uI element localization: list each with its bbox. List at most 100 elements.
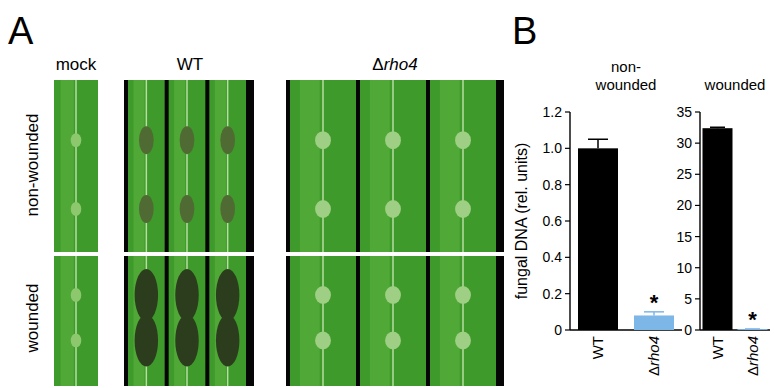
leaf	[290, 80, 356, 252]
leaf-highlight	[215, 80, 226, 252]
lesion	[175, 269, 198, 321]
y-axis	[569, 112, 570, 330]
text-part: Δ	[372, 55, 383, 74]
y-tick-label: 35	[676, 104, 692, 120]
lesion	[175, 315, 198, 367]
photo-background	[286, 256, 504, 386]
lesion	[315, 131, 331, 149]
y-tick-label: 0.4	[543, 249, 563, 265]
text-part: rho4	[645, 336, 662, 366]
lesion	[220, 195, 235, 223]
y-tick	[695, 205, 700, 206]
leaf-midrib	[392, 80, 394, 252]
y-tick	[565, 148, 570, 149]
leaf-highlight	[134, 80, 145, 252]
lesion	[385, 332, 401, 350]
lesion	[385, 200, 401, 218]
lesion	[315, 332, 331, 350]
leaf	[360, 256, 426, 386]
y-tick	[565, 111, 570, 112]
photo-background	[286, 80, 504, 252]
leaf	[128, 80, 165, 252]
y-tick-label: 5	[684, 291, 692, 307]
bar	[634, 315, 674, 330]
lesion	[216, 269, 239, 321]
leaf-highlight	[440, 80, 460, 252]
leaf-midrib	[462, 256, 464, 386]
panel-label: A	[8, 10, 34, 52]
y-tick	[565, 293, 570, 294]
lesion	[135, 315, 158, 367]
lesion	[71, 334, 82, 348]
panel-label: B	[512, 10, 537, 52]
lesion	[385, 131, 401, 149]
leaf	[54, 256, 98, 386]
figure: AmockWTΔrho4non-woundedwoundedBnon-wound…	[0, 0, 774, 388]
leaf-highlight	[370, 80, 390, 252]
chart-title: non-wounded	[595, 58, 657, 93]
y-tick	[695, 174, 700, 175]
leaf-midrib	[392, 256, 394, 386]
y-tick	[565, 257, 570, 258]
error-bar	[597, 139, 599, 148]
leaf-highlight	[300, 256, 320, 386]
text-part: Δ	[645, 366, 662, 376]
x-tick-label: Δrho4	[645, 336, 662, 376]
leaf	[290, 256, 356, 386]
lesion	[455, 131, 471, 149]
y-tick-label: 0.6	[543, 213, 563, 229]
leaf-midrib	[322, 256, 324, 386]
lesion	[220, 126, 235, 154]
leaf	[209, 80, 246, 252]
photo-background	[124, 256, 254, 386]
leaf-highlight	[370, 256, 390, 386]
leaf-midrib	[227, 80, 229, 252]
lesion	[135, 269, 158, 321]
lesion	[455, 200, 471, 218]
column-label: Δrho4	[372, 55, 417, 74]
bars	[703, 127, 768, 330]
leaf	[54, 80, 98, 252]
text-part: rho4	[744, 336, 761, 366]
lesion	[71, 133, 82, 147]
significance-mark: *	[748, 307, 757, 332]
lesion	[139, 195, 154, 223]
leaf	[430, 80, 496, 252]
significance-mark: *	[650, 290, 659, 315]
text-part: Δ	[744, 366, 761, 376]
y-tick-label: 25	[676, 166, 692, 182]
y-tick-label: 15	[676, 229, 692, 245]
leaf	[169, 80, 206, 252]
leaf-highlight	[300, 80, 320, 252]
column-label: mock	[56, 55, 97, 74]
y-axis-label: fungal DNA (rel. units)	[513, 143, 530, 300]
bar	[578, 148, 618, 330]
column-label: WT	[177, 55, 203, 74]
y-tick	[565, 184, 570, 185]
y-tick	[695, 143, 700, 144]
leaf-midrib	[322, 80, 324, 252]
y-tick-label: 0	[684, 322, 692, 338]
leaf-highlight	[61, 256, 74, 386]
y-tick-label: 20	[676, 197, 692, 213]
leaf-midrib	[462, 80, 464, 252]
y-tick-label: 0	[554, 322, 562, 338]
lesion	[71, 202, 82, 216]
y-tick	[565, 220, 570, 221]
lesion	[455, 286, 471, 304]
y-tick	[695, 236, 700, 237]
lesion	[71, 288, 82, 302]
leaf	[360, 80, 426, 252]
row-label: wounded	[23, 283, 42, 353]
title-line: wounded	[595, 76, 657, 93]
y-tick-label: 10	[676, 260, 692, 276]
text-part: rho4	[384, 55, 418, 74]
bar	[703, 128, 733, 330]
leaf-midrib	[146, 80, 148, 252]
lesion	[139, 126, 154, 154]
y-tick-label: 1.0	[543, 140, 563, 156]
y-tick	[695, 298, 700, 299]
leaf-midrib	[186, 80, 188, 252]
leaf	[128, 256, 165, 386]
error-cap	[588, 139, 608, 141]
